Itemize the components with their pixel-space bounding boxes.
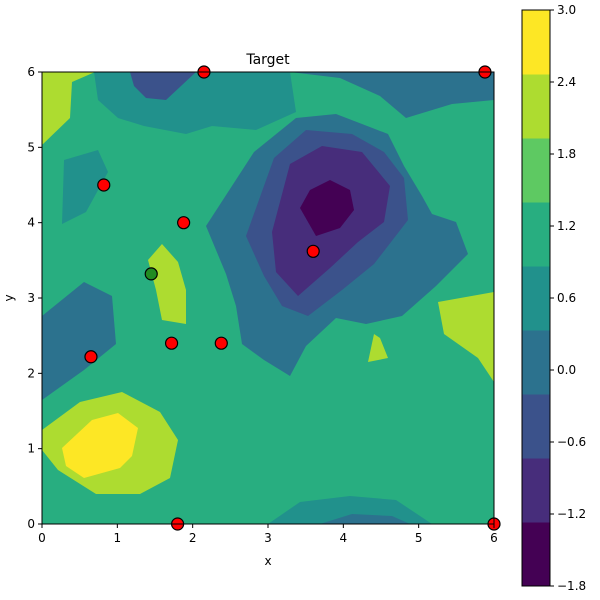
colorbar-band: [522, 394, 550, 459]
contour-region-top-center-low: [130, 72, 196, 100]
y-tick-label: 5: [27, 140, 35, 154]
x-axis-label: x: [264, 554, 271, 568]
contour-region-center-peak: [148, 244, 186, 324]
x-tick-label: 4: [340, 531, 348, 545]
x-tick-label: 1: [114, 531, 122, 545]
colorbar-tick-label: 1.8: [557, 147, 576, 161]
y-axis: 0 1 2 3 4 5 6: [27, 65, 42, 531]
red-point: [97, 178, 111, 192]
y-tick-label: 2: [27, 366, 35, 380]
x-tick-label: 6: [490, 531, 498, 545]
y-tick-label: 1: [27, 442, 35, 456]
colorbar-tick-label: 0.0: [557, 363, 576, 377]
colorbar-tick-label: 3.0: [557, 3, 576, 17]
contour-region-left-upper: [62, 150, 108, 224]
x-tick-label: 5: [415, 531, 423, 545]
x-tick-label: 0: [38, 531, 46, 545]
contour-region-valley-minimum: [300, 180, 354, 236]
x-tick-label: 3: [264, 531, 272, 545]
colorbar-band: [522, 202, 550, 267]
colorbar-band: [522, 10, 550, 75]
contour-region-right-peak: [438, 292, 494, 382]
colorbar-tick-label: −0.6: [557, 435, 586, 449]
contour-region-top-right-low: [290, 72, 494, 118]
x-axis: 0 1 2 3 4 5 6: [38, 524, 498, 545]
colorbar-tick-label: 2.4: [557, 75, 576, 89]
colorbar-band: [522, 458, 550, 523]
chart-title: Target: [245, 52, 290, 68]
y-axis-label: y: [2, 294, 16, 301]
contour-region-high-left: [42, 72, 95, 145]
y-tick-label: 6: [27, 65, 35, 79]
colorbar-band: [522, 330, 550, 395]
x-tick-label: 2: [189, 531, 197, 545]
colorbar-tick-label: 1.2: [557, 219, 576, 233]
colorbar-band: [522, 138, 550, 203]
colorbar-axis: −1.8 −1.2 −0.6 0.0 0.6 1.2 1.8 2.4 3.0: [550, 3, 586, 593]
colorbar-band: [522, 74, 550, 139]
contour-region-left-middle-low: [42, 282, 116, 400]
colorbar-tick-label: 0.6: [557, 291, 576, 305]
y-tick-label: 4: [27, 216, 35, 230]
red-point: [306, 244, 320, 258]
colorbar: [521, 9, 551, 587]
red-point: [84, 350, 98, 364]
y-tick-label: 0: [27, 517, 35, 531]
colorbar-band: [522, 522, 550, 587]
plot-area: [42, 72, 494, 524]
green-point: [144, 267, 158, 281]
colorbar-tick-label: −1.2: [557, 507, 586, 521]
contour-region-lower-left-top: [62, 413, 138, 478]
y-tick-label: 3: [27, 291, 35, 305]
colorbar-tick-label: −1.8: [557, 579, 586, 593]
red-point: [177, 216, 191, 230]
red-point: [214, 336, 228, 350]
red-point: [164, 336, 179, 350]
colorbar-band: [522, 266, 550, 331]
contour-region-bottom-right-low: [320, 514, 410, 524]
contour-region-right-small-peak: [368, 334, 388, 362]
